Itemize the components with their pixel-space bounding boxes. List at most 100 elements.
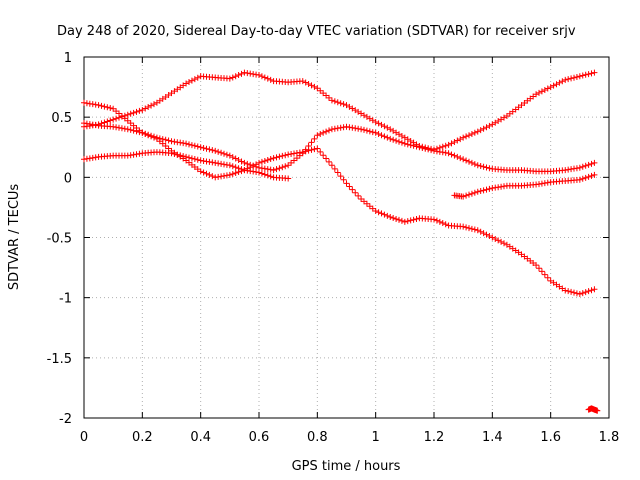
data-point [582,174,589,181]
data-point [477,127,484,134]
data-point [235,72,242,79]
data-point [241,159,248,166]
data-point [188,77,195,84]
data-point [468,131,475,138]
data-point [454,153,461,160]
y-tick-label: -0.5 [47,232,72,247]
x-tick-label: 1.8 [599,430,620,445]
data-point [536,265,542,272]
data-point [317,148,324,155]
data-point [98,102,105,109]
data-point [221,150,227,157]
y-tick-label: -1.5 [47,352,72,367]
data-point [559,78,566,85]
data-point [317,131,324,138]
data-point [591,159,598,166]
data-point [448,151,455,158]
data-point [372,208,379,215]
data-point [468,225,475,232]
data-point [579,72,586,79]
data-point [538,88,545,95]
x-tick-label: 0.6 [249,430,270,445]
data-point [393,137,400,144]
data-point [463,133,470,140]
data-point [229,170,236,177]
data-point [258,158,265,165]
data-point [151,133,157,140]
data-point [390,215,397,222]
data-point [390,136,397,143]
data-point [591,171,598,178]
data-point [533,262,540,269]
data-point [267,76,274,83]
data-point [285,175,292,182]
data-point [331,165,338,172]
data-point [573,290,580,297]
y-tick-labels: 1 0.5 0 -0.5 -1 -1.5 -2 [47,51,72,427]
data-point [416,144,423,151]
data-point [340,176,347,183]
data-point [282,163,289,170]
data-point [486,233,493,240]
data-point [547,84,554,91]
data-point [483,231,490,238]
data-point [328,97,335,104]
data-point [326,127,332,134]
data-point [226,75,233,82]
data-point [232,155,239,162]
data-point [404,141,411,148]
data-point [471,129,478,136]
data-point [477,188,484,195]
data-point [203,170,210,177]
data-point [340,101,347,108]
data-point [544,85,551,92]
data-point [133,108,140,115]
data-point [197,168,204,175]
data-point [568,75,575,82]
data-point [384,134,391,141]
data-point [273,154,280,161]
data-point [471,189,478,196]
data-points [81,69,601,414]
data-point [107,105,114,112]
data-point [130,127,137,134]
data-point [571,74,577,81]
data-point [346,183,353,190]
data-point [492,235,499,242]
data-point [133,128,140,135]
data-point [410,142,417,149]
grid [84,57,609,418]
data-point [107,117,114,124]
data-point [229,154,236,161]
data-point [398,139,405,146]
data-point [573,73,580,80]
data-point [445,141,452,148]
data-point [130,109,137,116]
data-point [460,193,467,200]
data-point [582,289,589,296]
data-point [498,238,505,245]
data-point [378,121,385,128]
y-axis-label: SDTVAR / TECUs [7,184,22,291]
data-point [174,151,181,158]
data-point [194,143,201,150]
data-point [407,142,414,149]
data-point [381,123,388,130]
data-point [238,158,245,165]
x-tick-label: 0 [80,430,88,445]
data-point [323,128,330,135]
data-point [477,228,484,235]
data-point [407,217,414,224]
chart-title: Day 248 of 2020, Sidereal Day-to-day VTE… [57,24,576,39]
data-point [311,135,318,142]
data-point [165,137,172,144]
data-point [247,161,254,168]
data-point [401,140,408,147]
data-point [480,125,487,132]
data-point [110,116,117,123]
data-point [477,163,484,170]
x-axis-label: GPS time / hours [292,459,401,474]
data-point [279,152,286,159]
data-point [156,135,163,142]
data-point [451,138,458,145]
